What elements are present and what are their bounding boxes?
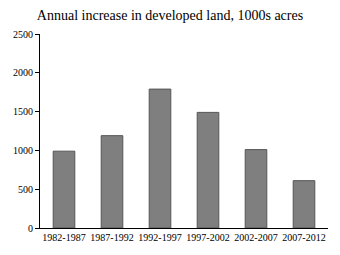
svg-text:2000: 2000 <box>13 67 33 78</box>
svg-text:Annual increase in developed l: Annual increase in developed land, 1000s… <box>37 8 303 23</box>
svg-text:2007-2012: 2007-2012 <box>282 232 325 243</box>
svg-text:1997-2002: 1997-2002 <box>186 232 229 243</box>
svg-text:1000: 1000 <box>13 145 33 156</box>
svg-text:0: 0 <box>28 223 33 234</box>
svg-text:2500: 2500 <box>13 29 33 40</box>
svg-text:1992-1997: 1992-1997 <box>138 232 181 243</box>
svg-text:1500: 1500 <box>13 106 33 117</box>
svg-text:500: 500 <box>18 184 33 195</box>
svg-text:2002-2007: 2002-2007 <box>234 232 277 243</box>
svg-text:1987-1992: 1987-1992 <box>90 232 133 243</box>
svg-text:1982-1987: 1982-1987 <box>42 232 85 243</box>
